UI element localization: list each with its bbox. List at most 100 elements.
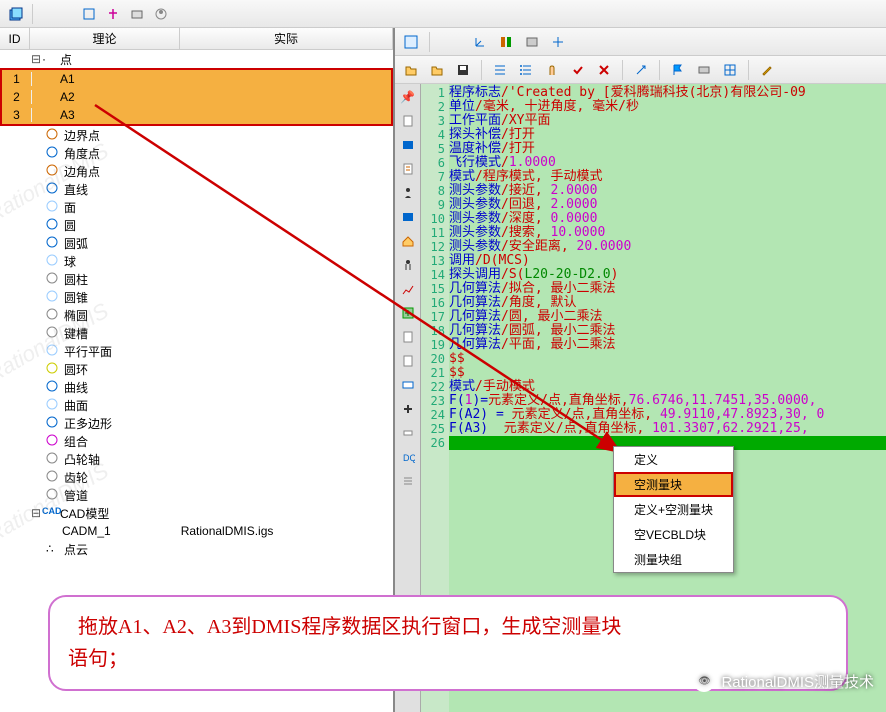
check-icon[interactable] <box>568 60 588 80</box>
tool-icon-2[interactable] <box>103 4 123 24</box>
tree-item[interactable]: 齿轮 <box>0 468 393 486</box>
geom-icon <box>46 344 60 358</box>
tree-item[interactable]: 键槽 <box>0 324 393 342</box>
geom-icon <box>46 146 60 160</box>
tree-root-points[interactable]: ⊟ · 点 <box>0 50 393 68</box>
tool-icon-7[interactable] <box>548 32 568 52</box>
geom-icon <box>46 254 60 268</box>
chart-icon[interactable] <box>399 280 417 298</box>
add-icon[interactable] <box>399 304 417 322</box>
tree-cloud[interactable]: ∴ 点云 <box>0 540 393 558</box>
cloud-icon: ∴ <box>46 542 60 556</box>
tool-icon-6[interactable] <box>522 32 542 52</box>
pen-icon[interactable] <box>757 60 777 80</box>
home-icon[interactable] <box>399 232 417 250</box>
pin-icon[interactable]: 📌 <box>399 88 417 106</box>
list-icon-1[interactable] <box>490 60 510 80</box>
flag-icon[interactable] <box>668 60 688 80</box>
tool-icon-4[interactable] <box>151 4 171 24</box>
run-icon[interactable] <box>399 256 417 274</box>
rectsm-icon[interactable] <box>399 424 417 442</box>
lines-icon[interactable] <box>399 472 417 490</box>
grid-icon[interactable] <box>720 60 740 80</box>
tree-item[interactable]: 角度点 <box>0 144 393 162</box>
tool-icon-5[interactable] <box>496 32 516 52</box>
wechat-icon: 👁 <box>693 670 715 692</box>
tree-item-a3[interactable]: 3 A3 <box>2 106 391 124</box>
tree-item[interactable]: 圆环 <box>0 360 393 378</box>
list-icon-2[interactable] <box>516 60 536 80</box>
tree-item[interactable]: 圆弧 <box>0 234 393 252</box>
tree-item[interactable]: 球 <box>0 252 393 270</box>
tree-item[interactable]: 正多边形 <box>0 414 393 432</box>
geom-icon <box>46 236 60 250</box>
tree-item[interactable]: 管道 <box>0 486 393 504</box>
open-icon[interactable] <box>401 60 421 80</box>
tree-cad-item[interactable]: CADM_1 RationalDMIS.igs <box>0 522 393 540</box>
tree-item[interactable]: 边界点 <box>0 126 393 144</box>
tree-cad-root[interactable]: ⊟ CAD CAD模型 <box>0 504 393 522</box>
text-icon[interactable]: DQ <box>399 448 417 466</box>
cube-icon[interactable] <box>6 4 26 24</box>
axis-icon[interactable] <box>470 32 490 52</box>
tree-item[interactable]: 圆 <box>0 216 393 234</box>
tree-item[interactable]: 椭圆 <box>0 306 393 324</box>
rect-icon[interactable] <box>399 376 417 394</box>
geom-icon <box>46 362 60 376</box>
tree-item[interactable]: 面 <box>0 198 393 216</box>
tree-item[interactable]: 凸轮轴 <box>0 450 393 468</box>
tree-item[interactable]: 平行平面 <box>0 342 393 360</box>
col-header-actual: 实际 <box>180 28 393 49</box>
tree-item[interactable]: 曲线 <box>0 378 393 396</box>
tree-item[interactable]: 圆锥 <box>0 288 393 306</box>
folder-icon[interactable] <box>427 60 447 80</box>
tree-item-a2[interactable]: 2 A2 <box>2 88 391 106</box>
hand-icon[interactable] <box>542 60 562 80</box>
main-toolbar <box>0 0 886 28</box>
cad-icon: CAD <box>42 506 56 520</box>
geom-icon <box>46 128 60 142</box>
arrow-icon[interactable] <box>631 60 651 80</box>
page-icon[interactable] <box>399 328 417 346</box>
geom-icon <box>46 416 60 430</box>
tree-item-a1[interactable]: 1 A1 <box>2 70 391 88</box>
geom-icon <box>46 380 60 394</box>
tool-icon-1[interactable] <box>79 4 99 24</box>
tool-icon-3[interactable] <box>127 4 147 24</box>
page2-icon[interactable] <box>399 352 417 370</box>
edit-icon[interactable] <box>399 160 417 178</box>
book-icon[interactable] <box>399 136 417 154</box>
geom-icon <box>46 488 60 502</box>
geom-icon <box>46 398 60 412</box>
geom-icon <box>46 290 60 304</box>
context-menu-item[interactable]: 定义+空测量块 <box>614 497 733 522</box>
wechat-footer: 👁 RationalDMIS测量技术 <box>693 670 874 692</box>
conv-icon[interactable] <box>694 60 714 80</box>
context-menu-item[interactable]: 空测量块 <box>614 472 733 497</box>
geom-icon <box>46 326 60 340</box>
col-header-theory: 理论 <box>30 28 180 49</box>
plus-icon[interactable] <box>399 400 417 418</box>
geom-icon <box>46 200 60 214</box>
tree-item[interactable]: 曲面 <box>0 396 393 414</box>
tree-item[interactable]: 圆柱 <box>0 270 393 288</box>
doc-icon[interactable] <box>399 112 417 130</box>
save-icon[interactable] <box>453 60 473 80</box>
right-toolbar-1 <box>395 28 886 56</box>
geom-icon <box>46 218 60 232</box>
panel-icon[interactable] <box>401 32 421 52</box>
tree-item[interactable]: 边角点 <box>0 162 393 180</box>
geom-icon <box>46 164 60 178</box>
cad-filename: RationalDMIS.igs <box>181 524 274 538</box>
context-menu-item[interactable]: 空VECBLD块 <box>614 522 733 547</box>
geom-icon <box>46 182 60 196</box>
point-icon: · <box>42 52 56 66</box>
tree-item[interactable]: 组合 <box>0 432 393 450</box>
book2-icon[interactable] <box>399 208 417 226</box>
tree-item[interactable]: 直线 <box>0 180 393 198</box>
context-menu-item[interactable]: 测量块组 <box>614 547 733 572</box>
cross-icon[interactable] <box>594 60 614 80</box>
context-menu-item[interactable]: 定义 <box>614 447 733 472</box>
person-icon[interactable] <box>399 184 417 202</box>
col-header-id: ID <box>0 28 30 49</box>
